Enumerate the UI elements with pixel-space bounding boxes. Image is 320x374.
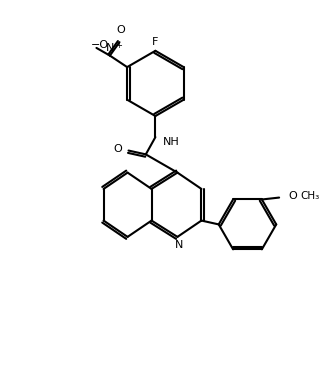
Text: +: +: [115, 41, 122, 50]
Text: O: O: [116, 25, 125, 36]
Text: NH: NH: [163, 137, 180, 147]
Text: O: O: [289, 191, 298, 201]
Text: O: O: [113, 144, 122, 154]
Text: CH₃: CH₃: [300, 191, 319, 201]
Text: F: F: [152, 37, 159, 47]
Text: −O: −O: [91, 40, 109, 50]
Text: N: N: [106, 43, 114, 53]
Text: N: N: [175, 240, 184, 249]
